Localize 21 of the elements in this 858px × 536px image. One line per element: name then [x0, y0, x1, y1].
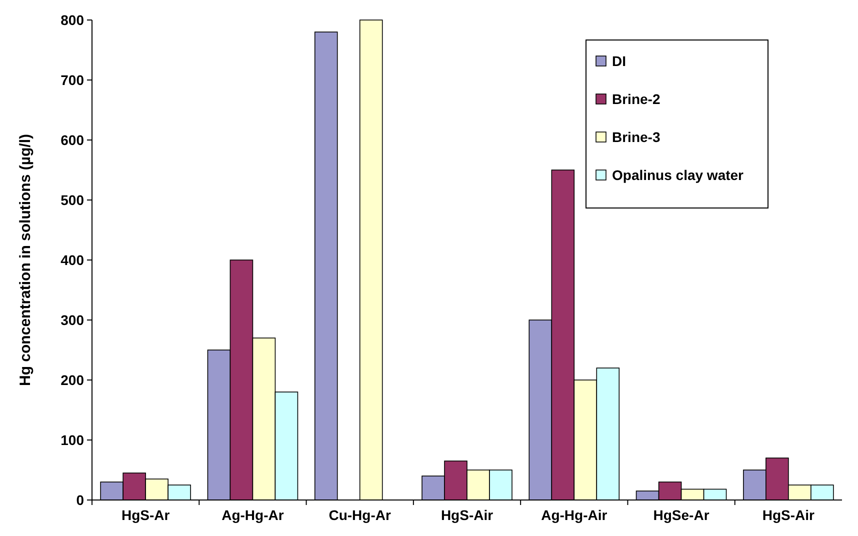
x-tick-label: HgS-Air — [440, 507, 494, 523]
legend-label: Brine-3 — [612, 128, 660, 145]
legend-label: Opalinus clay water — [612, 166, 744, 183]
x-tick-label: HgS-Air — [762, 507, 816, 523]
x-tick-label: Ag-Hg-Ar — [222, 507, 284, 523]
y-tick-label: 500 — [60, 192, 84, 208]
y-tick-label: 300 — [60, 312, 84, 328]
y-tick-label: 600 — [60, 132, 84, 148]
y-tick-label: 100 — [60, 432, 84, 448]
y-tick-label: 200 — [60, 372, 84, 388]
y-tick-label: 800 — [60, 12, 84, 28]
x-tick-label: HgSe-Ar — [653, 507, 710, 523]
x-tick-label: Ag-Hg-Air — [541, 507, 608, 523]
legend-label: DI — [612, 52, 626, 69]
y-tick-label: 700 — [60, 72, 84, 88]
x-tick-label: HgS-Ar — [121, 507, 170, 523]
y-axis-title: Hg concentration in solutions (µg/l) — [17, 134, 34, 386]
x-tick-label: Cu-Hg-Ar — [328, 507, 392, 523]
y-tick-label: 400 — [60, 252, 84, 268]
y-tick-label: 0 — [76, 492, 84, 508]
legend-label: Brine-2 — [612, 90, 660, 107]
